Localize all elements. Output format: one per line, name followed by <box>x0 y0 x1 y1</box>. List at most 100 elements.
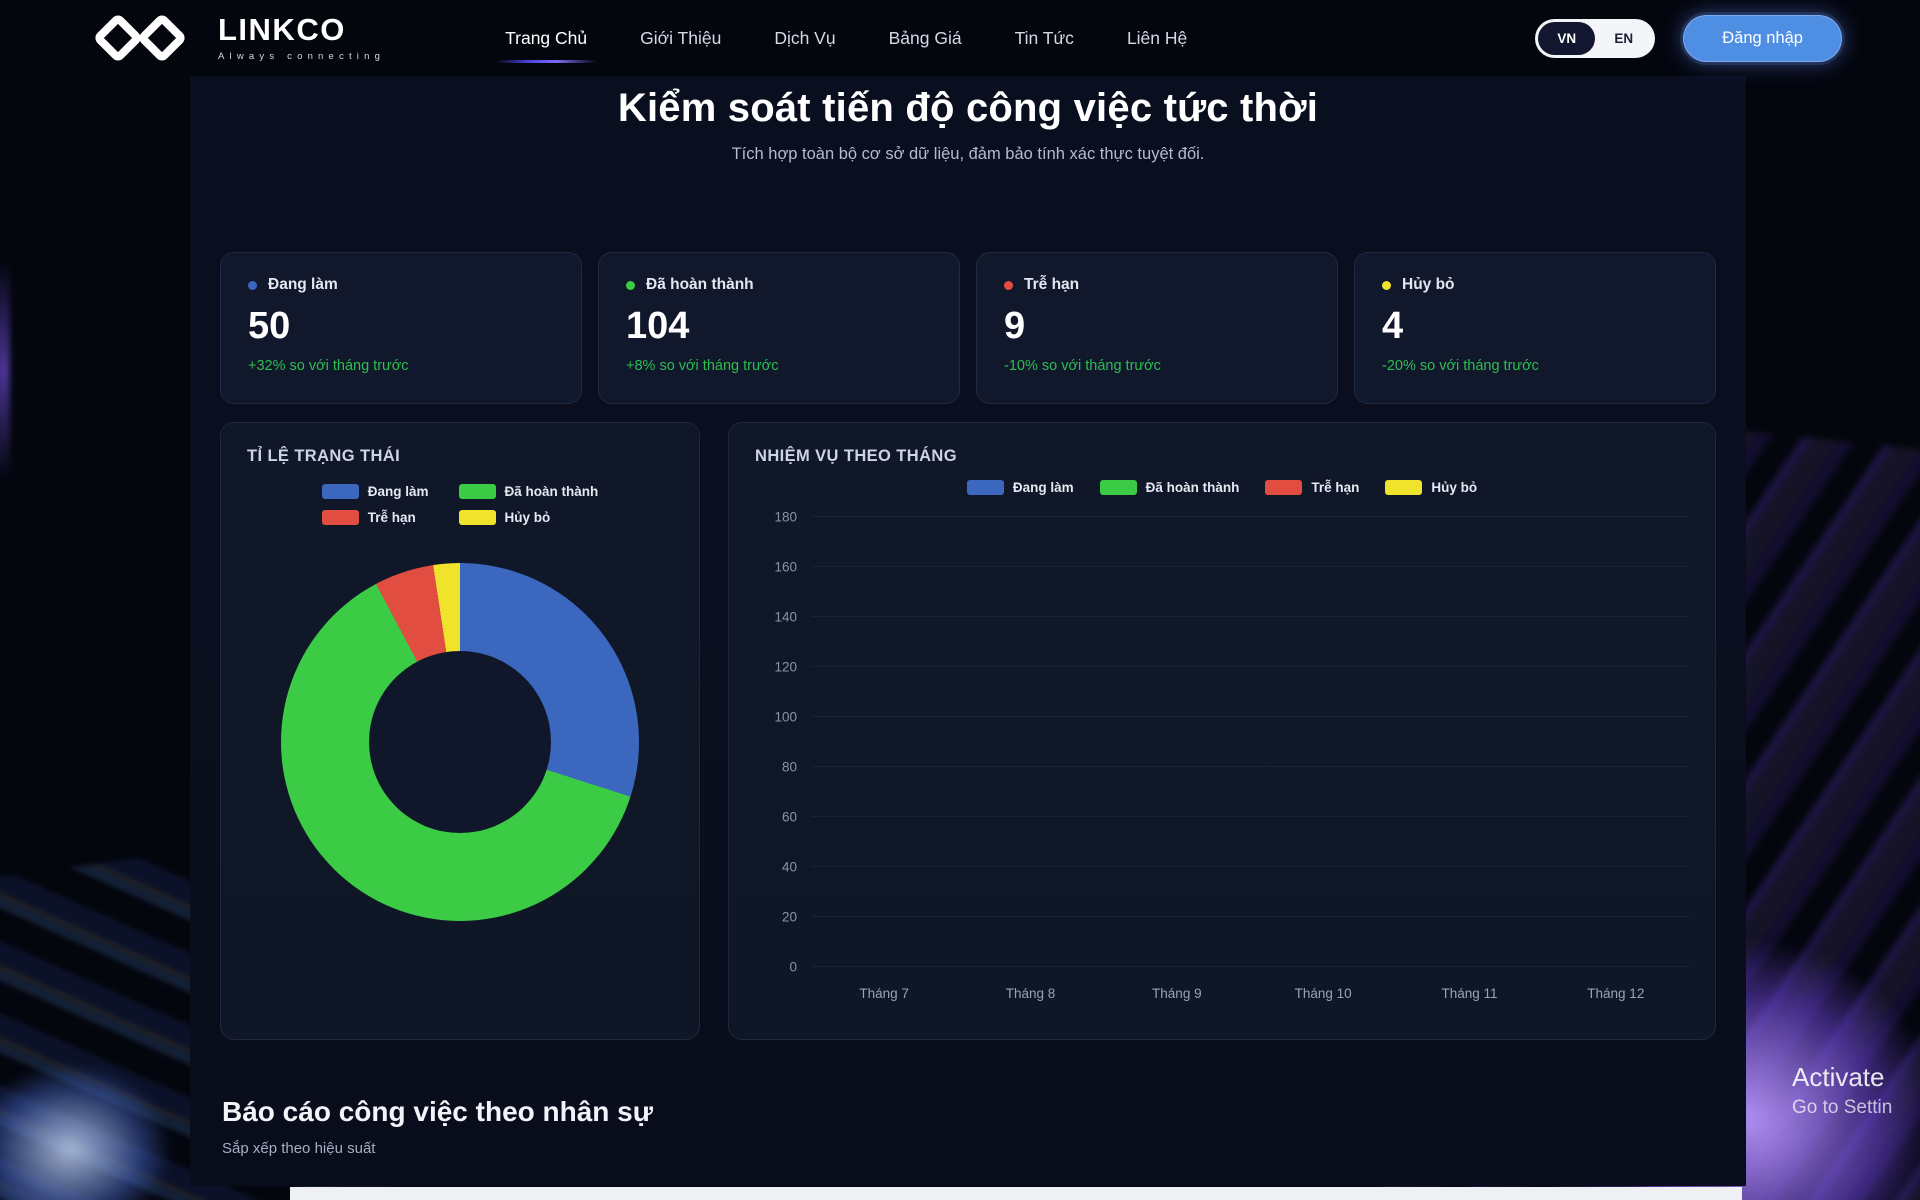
brand-tagline: Always connecting <box>218 51 386 62</box>
gridline-180 <box>811 516 1689 517</box>
header-actions: VN EN Đăng nhập <box>1535 14 1842 62</box>
stat-card-dang-lam[interactable]: Đang làm 50 +32% so với tháng trước <box>220 252 582 404</box>
legend-label: Trễ hạn <box>367 510 416 525</box>
legend-label: Đang làm <box>367 484 429 499</box>
legend-item-tre-han: Trễ hạn <box>1265 480 1359 495</box>
y-axis-tick-0: 0 <box>789 959 797 975</box>
brand-logo[interactable]: LINKCO Always connecting <box>92 12 385 64</box>
nav-item-dich-vu[interactable]: Dịch Vụ <box>774 27 836 48</box>
login-button[interactable]: Đăng nhập <box>1683 14 1842 62</box>
stat-label: Trễ hạn <box>1024 276 1080 293</box>
stat-label: Đang làm <box>268 276 338 293</box>
watermark-line2: Go to Settin <box>1792 1097 1893 1118</box>
y-axis-tick-160: 160 <box>774 559 797 575</box>
header: LINKCO Always connecting Trang Chủ Giới T… <box>0 0 1920 76</box>
legend-item-tre-han: Trễ hạn <box>321 510 429 525</box>
nav-item-lien-he[interactable]: Liên Hệ <box>1126 27 1188 48</box>
background-glow-bottom-left <box>0 1040 200 1200</box>
stat-value: 9 <box>1004 305 1026 347</box>
legend-label: Trễ hạn <box>1311 480 1360 495</box>
gridline-60 <box>811 816 1689 818</box>
status-ratio-card: TỈ LỆ TRẠNG THÁI Đang làm Đã hoàn thành Tr… <box>220 422 700 1040</box>
status-donut-chart[interactable] <box>281 563 639 921</box>
stat-label: Đã hoàn thành <box>646 276 754 293</box>
status-dot-icon <box>248 280 257 290</box>
bar-slot-thang-9: Tháng 9 <box>1104 517 1250 1001</box>
brand-text: LINKCO Always connecting <box>218 14 385 62</box>
legend-label: Hủy bỏ <box>504 510 551 525</box>
bar-legend: Đang làm Đã hoàn thành Trễ hạn Hủy bỏ <box>755 480 1689 495</box>
bar-slot-thang-7: Tháng 7 <box>811 517 957 1001</box>
stat-card-header: Trễ hạn <box>1004 276 1310 294</box>
x-axis-label-thang-11: Tháng 11 <box>1441 986 1498 1001</box>
donut-chart-title: TỈ LỆ TRẠNG THÁI <box>247 447 401 465</box>
legend-swatch-icon <box>321 484 359 499</box>
stat-delta: +32% so với tháng trước <box>248 358 409 374</box>
bar-slot-thang-10: Tháng 10 <box>1250 517 1396 1001</box>
bars-container: Tháng 7 Tháng 8 Tháng 9 Tháng 10 Tháng 11 Thá… <box>811 517 1689 1001</box>
y-axis-tick-20: 20 <box>781 909 797 925</box>
logo-diamond-right <box>136 12 188 64</box>
stat-card-tre-han[interactable]: Trễ hạn 9 -10% so với tháng trước <box>976 252 1338 404</box>
legend-swatch-icon <box>458 510 496 525</box>
logo-diamond-left <box>92 12 144 64</box>
language-toggle[interactable]: VN EN <box>1535 18 1656 58</box>
activate-watermark: Activate Go to Settin <box>1792 1062 1892 1119</box>
legend-item-huy-bo: Hủy bỏ <box>458 510 599 525</box>
main-nav: Trang Chủ Giới Thiệu Dịch Vụ Bảng Giá Tin Tứ… <box>495 20 1189 63</box>
gridline-140 <box>811 616 1689 617</box>
stat-card-header: Đã hoàn thành <box>626 276 932 294</box>
report-section-header: Báo cáo công việc theo nhân sự Sắp xếp t… <box>220 1096 1716 1157</box>
x-axis-label-thang-10: Tháng 10 <box>1294 986 1352 1001</box>
watermark-line1: Activate <box>1792 1062 1885 1092</box>
stat-card-header: Hủy bỏ <box>1382 276 1688 294</box>
bar-chart-title: NHIỆM VỤ THEO THÁNG <box>755 447 957 465</box>
bar-slot-thang-12: Tháng 12 <box>1543 517 1689 1001</box>
legend-swatch-icon <box>1385 480 1423 495</box>
gridline-0 <box>811 966 1689 967</box>
nav-item-gioi-thieu[interactable]: Giới Thiệu <box>640 27 722 48</box>
stat-card-huy-bo[interactable]: Hủy bỏ 4 -20% so với tháng trước <box>1354 252 1716 404</box>
nav-item-bang-gia[interactable]: Bảng Giá <box>888 27 962 48</box>
legend-item-da-hoan-thanh: Đã hoàn thành <box>1099 480 1240 495</box>
stat-card-da-hoan-thanh[interactable]: Đã hoàn thành 104 +8% so với tháng trước <box>598 252 960 404</box>
x-axis-label-thang-8: Tháng 8 <box>1005 986 1056 1001</box>
bar-slot-thang-11: Tháng 11 <box>1396 517 1542 1001</box>
background-glow-left-edge <box>0 260 10 480</box>
legend-label: Đã hoàn thành <box>504 484 599 499</box>
y-axis-tick-180: 180 <box>774 509 797 525</box>
y-axis-tick-60: 60 <box>781 809 797 825</box>
legend-label: Hủy bỏ <box>1431 480 1478 495</box>
stat-value: 50 <box>248 305 291 347</box>
gridline-120 <box>811 666 1689 668</box>
nav-item-tin-tuc[interactable]: Tin Tức <box>1014 27 1074 48</box>
x-axis-label-thang-9: Tháng 9 <box>1152 986 1202 1001</box>
page-subtitle: Tích hợp toàn bộ cơ sở dữ liệu, đảm bảo … <box>731 145 1205 163</box>
lang-option-en[interactable]: EN <box>1614 30 1634 46</box>
legend-label: Đã hoàn thành <box>1145 480 1240 495</box>
legend-swatch-icon <box>1265 480 1303 495</box>
brand-name: LINKCO <box>218 12 346 47</box>
stat-delta: -20% so với tháng trước <box>1382 358 1539 374</box>
bar-plot-area[interactable]: Tháng 7 Tháng 8 Tháng 9 Tháng 10 Tháng 11 Thá… <box>811 516 1689 1001</box>
legend-label: Đang làm <box>1012 480 1074 495</box>
nav-item-trang-chu[interactable]: Trang Chủ <box>495 20 598 63</box>
stat-cards-row: Đang làm 50 +32% so với tháng trước Đã hoàn… <box>220 252 1716 404</box>
gridline-80 <box>811 766 1689 767</box>
dashboard-panel: Kiểm soát tiến độ công việc tức thời Tíc… <box>190 76 1746 1186</box>
y-axis-tick-140: 140 <box>774 609 797 625</box>
stat-delta: -10% so với tháng trước <box>1004 358 1161 374</box>
status-dot-icon <box>1382 280 1391 290</box>
stat-card-header: Đang làm <box>248 276 554 294</box>
report-subtitle: Sắp xếp theo hiệu suất <box>222 1140 376 1157</box>
gridline-100 <box>811 716 1689 717</box>
gridline-40 <box>811 866 1689 867</box>
legend-swatch-icon <box>321 510 359 525</box>
charts-row: TỈ LỆ TRẠNG THÁI Đang làm Đã hoàn thành Tr… <box>220 422 1716 1040</box>
gridline-20 <box>811 916 1689 917</box>
lang-option-vn[interactable]: VN <box>1538 21 1596 55</box>
legend-swatch-icon <box>966 480 1004 495</box>
y-axis: 0 20 40 60 80 100 120 140 160 180 <box>755 510 811 975</box>
legend-item-da-hoan-thanh: Đã hoàn thành <box>458 484 599 499</box>
